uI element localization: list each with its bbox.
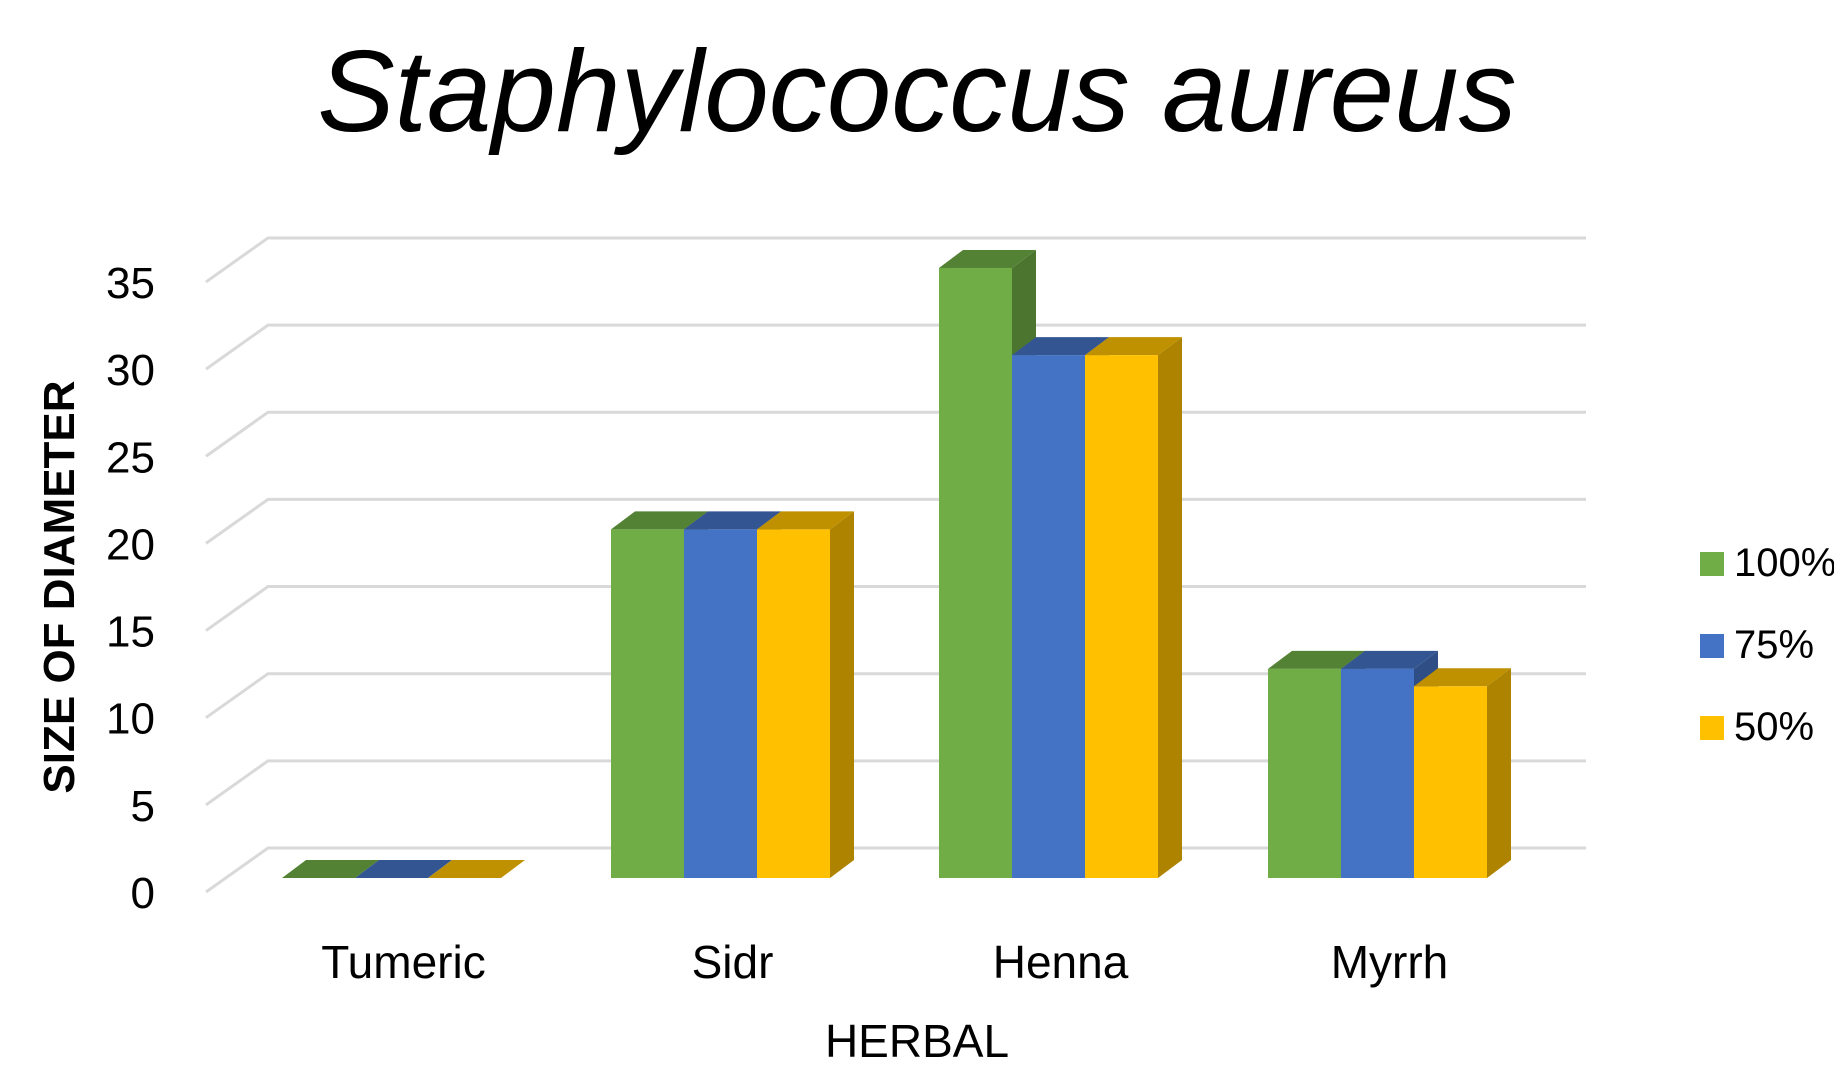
bar-front [1012, 355, 1085, 879]
bar-front [939, 267, 1012, 878]
bar-side [1487, 668, 1511, 878]
y-tick-label: 30 [106, 346, 155, 395]
legend-item: 50% [1700, 705, 1814, 749]
y-tick-label: 10 [106, 695, 155, 744]
bar-sidr-2 [757, 511, 854, 878]
x-tick-label: Myrrh [1331, 936, 1449, 988]
gridline-7 [205, 236, 1586, 284]
bar-tumeric-2 [428, 860, 525, 878]
y-tick-label: 0 [131, 869, 155, 918]
chart-title: Staphylococcus aureus [317, 26, 1517, 156]
y-tick-label: 20 [106, 520, 155, 569]
legend-label: 50% [1734, 705, 1814, 749]
bar-myrrh-2 [1414, 668, 1511, 878]
bar-top [1414, 668, 1511, 687]
bar-top [1268, 650, 1365, 669]
legend-swatch [1700, 716, 1724, 740]
x-tick-label: Henna [993, 936, 1129, 988]
gridline-4 [205, 497, 1586, 545]
bar-top [1341, 650, 1438, 669]
bar-henna-2 [1085, 337, 1182, 879]
bar-top [611, 511, 708, 530]
gridline-6 [205, 323, 1586, 371]
y-tick-label: 15 [106, 608, 155, 657]
x-tick-label: Tumeric [321, 936, 485, 988]
x-axis-title: HERBAL [824, 1015, 1010, 1067]
bar-side [830, 511, 854, 878]
bar-front [1268, 668, 1341, 878]
legend: 100% 75% 50% [1700, 541, 1834, 749]
y-tick-label: 5 [131, 782, 155, 831]
gridline-5 [205, 410, 1586, 458]
legend-swatch [1700, 634, 1724, 658]
y-tick-labels: 0 5 10 15 20 25 30 35 [106, 259, 155, 918]
bar-top [428, 860, 525, 878]
bar-front [1414, 686, 1487, 878]
bar-top [757, 511, 854, 530]
bar-top [282, 860, 379, 878]
bar-tumeric-1 [355, 860, 452, 878]
bar-top [355, 860, 452, 878]
legend-item: 100% [1700, 541, 1834, 585]
legend-item: 75% [1700, 623, 1814, 667]
bar-top [684, 511, 781, 530]
legend-swatch [1700, 552, 1724, 576]
bar-front [1085, 355, 1158, 879]
y-tick-label: 35 [106, 259, 155, 308]
x-tick-labels: Tumeric Sidr Henna Myrrh [321, 936, 1448, 988]
y-tick-label: 25 [106, 433, 155, 482]
legend-label: 100% [1734, 541, 1834, 585]
bar-front [684, 529, 757, 878]
legend-label: 75% [1734, 623, 1814, 667]
x-tick-label: Sidr [692, 936, 774, 988]
bar-side [1158, 337, 1182, 879]
gridline-3 [205, 585, 1586, 632]
bar-tumeric-0 [282, 860, 379, 878]
bar-front [611, 529, 684, 878]
bar-front [757, 529, 830, 878]
bar-front [1341, 668, 1414, 878]
bar-top [1012, 337, 1109, 356]
bars [282, 249, 1511, 879]
x-axis-title-wrap: HERBAL [0, 1014, 1834, 1068]
bar-top [1085, 337, 1182, 356]
bar-top [939, 249, 1036, 268]
